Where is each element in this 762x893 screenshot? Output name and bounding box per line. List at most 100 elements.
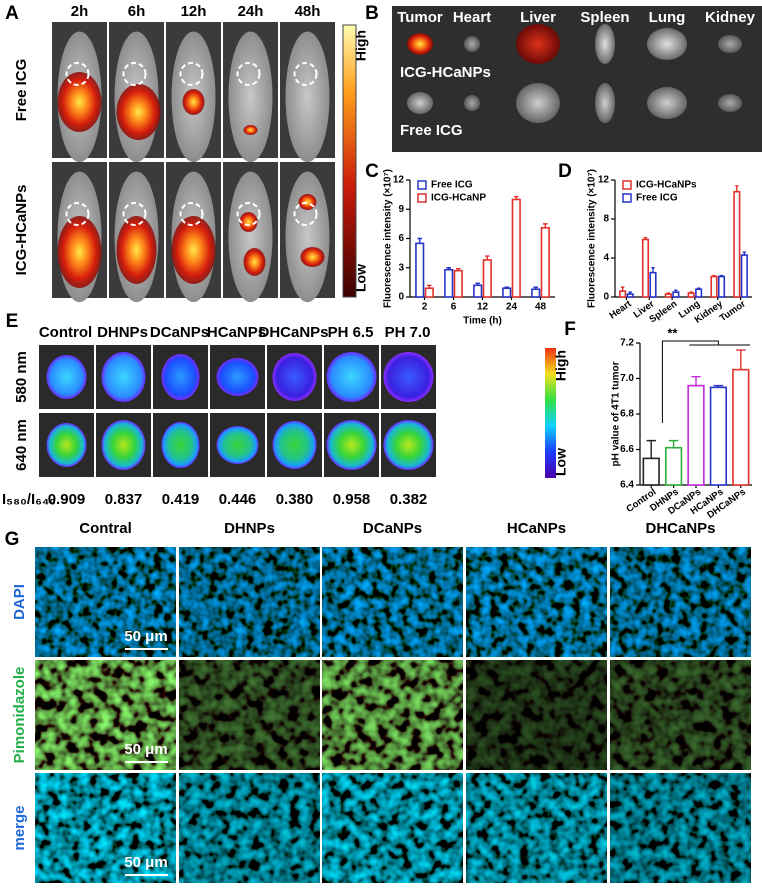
error-bar bbox=[719, 274, 724, 277]
bar bbox=[626, 293, 634, 298]
panel-label: B bbox=[365, 3, 379, 24]
mouse-body bbox=[228, 31, 273, 163]
micrograph-signal bbox=[179, 660, 320, 770]
scale-high: High bbox=[353, 30, 369, 61]
tumor-circle bbox=[179, 202, 204, 226]
fluorescence bbox=[239, 212, 258, 232]
tumor-circle bbox=[236, 62, 261, 86]
organ bbox=[464, 36, 480, 52]
scale-low: Low bbox=[353, 264, 369, 292]
organ-label: Lung bbox=[649, 9, 686, 26]
bar bbox=[473, 284, 483, 298]
x-tick-label: Tumor bbox=[718, 298, 748, 324]
group-label: PH 7.0 bbox=[385, 324, 431, 341]
ratio-value: 0.837 bbox=[105, 491, 143, 508]
tumor-circle bbox=[65, 202, 90, 226]
y-tick-label: 7.2 bbox=[620, 338, 634, 349]
scale-bar-label: 50 μm bbox=[124, 854, 167, 871]
fluorescence bbox=[57, 216, 102, 288]
mouse-body bbox=[285, 171, 330, 303]
significance-label: ** bbox=[667, 325, 678, 340]
bar bbox=[415, 242, 425, 298]
bar bbox=[444, 268, 454, 298]
micrograph-signal bbox=[322, 773, 463, 883]
row-label: ICG-HCaNPs bbox=[13, 185, 30, 276]
bar bbox=[664, 446, 683, 486]
row-label: DAPI bbox=[11, 584, 28, 620]
legend-swatch bbox=[417, 193, 427, 203]
probe-signal bbox=[161, 354, 200, 400]
y-tick-label: 9 bbox=[398, 204, 404, 215]
error-bar bbox=[417, 237, 422, 244]
legend-swatch bbox=[417, 180, 427, 190]
bar bbox=[482, 259, 492, 298]
micrograph-signal bbox=[322, 660, 463, 770]
bar bbox=[502, 287, 512, 298]
bar bbox=[641, 238, 650, 298]
probe-signal bbox=[326, 352, 377, 402]
ratio-value: 0.909 bbox=[48, 491, 86, 508]
fluorescence bbox=[57, 72, 102, 132]
probe-signal bbox=[101, 352, 146, 402]
micrograph-signal bbox=[35, 773, 176, 883]
row-label: ICG-HCaNPs bbox=[400, 64, 491, 81]
bar bbox=[453, 269, 463, 298]
error-bar bbox=[691, 376, 701, 386]
group-label: DCaNPs bbox=[363, 520, 422, 537]
organ bbox=[718, 35, 742, 53]
organ bbox=[516, 24, 560, 64]
group-label: HCaNPs bbox=[207, 324, 266, 341]
bar bbox=[687, 292, 695, 298]
legend-swatch bbox=[622, 180, 632, 190]
x-tick-label: 12 bbox=[477, 302, 489, 313]
panel-label: F bbox=[564, 319, 576, 340]
bar bbox=[540, 226, 550, 298]
micrograph-signal bbox=[35, 660, 176, 770]
group-label: DHNPs bbox=[224, 520, 275, 537]
y-axis-label: Fluorescence intensity (×10⁷) bbox=[587, 169, 598, 308]
bar bbox=[642, 457, 660, 486]
x-tick-label: 6 bbox=[451, 302, 457, 313]
bar bbox=[709, 386, 728, 486]
error-bar bbox=[533, 286, 538, 290]
organ bbox=[595, 24, 615, 64]
bar bbox=[733, 190, 741, 298]
panel-label: C bbox=[365, 161, 379, 182]
legend-swatch bbox=[622, 193, 632, 203]
group-label: Contral bbox=[79, 520, 132, 537]
bar bbox=[664, 293, 672, 298]
time-label: 48h bbox=[295, 3, 321, 20]
ratio-value: 0.419 bbox=[162, 491, 200, 508]
y-tick-label: 4 bbox=[603, 253, 609, 264]
group-label: DHCaNPs bbox=[645, 520, 715, 537]
tumor-circle bbox=[65, 62, 90, 86]
error-bar bbox=[446, 267, 451, 270]
organ bbox=[407, 33, 433, 55]
group-label: DCaNPs bbox=[150, 324, 209, 341]
significance-bracket bbox=[661, 340, 750, 423]
error-bar bbox=[713, 384, 724, 388]
micrograph-signal bbox=[466, 547, 607, 657]
fluorescence bbox=[300, 247, 325, 267]
y-tick-label: 8 bbox=[603, 214, 609, 225]
bar bbox=[511, 198, 521, 298]
group-label: PH 6.5 bbox=[328, 324, 374, 341]
fluorescence bbox=[116, 84, 161, 140]
micrograph-signal bbox=[466, 660, 607, 770]
error-bar bbox=[689, 291, 693, 294]
error-bar bbox=[674, 289, 678, 293]
panel-label: A bbox=[5, 3, 19, 24]
x-axis-label: Time (h) bbox=[463, 316, 502, 327]
row-label: Free ICG bbox=[400, 122, 463, 139]
fluorescence bbox=[243, 248, 266, 276]
row-label: 580 nm bbox=[13, 351, 30, 403]
probe-signal bbox=[272, 421, 317, 469]
bar bbox=[695, 288, 703, 298]
organ-label: Tumor bbox=[397, 9, 443, 26]
bar bbox=[424, 287, 434, 298]
error-bar bbox=[427, 284, 432, 289]
group-label: DHCaNPs bbox=[258, 324, 328, 341]
y-tick-label: 0 bbox=[603, 292, 609, 303]
error-bar bbox=[736, 349, 746, 370]
y-tick-label: 6.4 bbox=[620, 480, 634, 491]
